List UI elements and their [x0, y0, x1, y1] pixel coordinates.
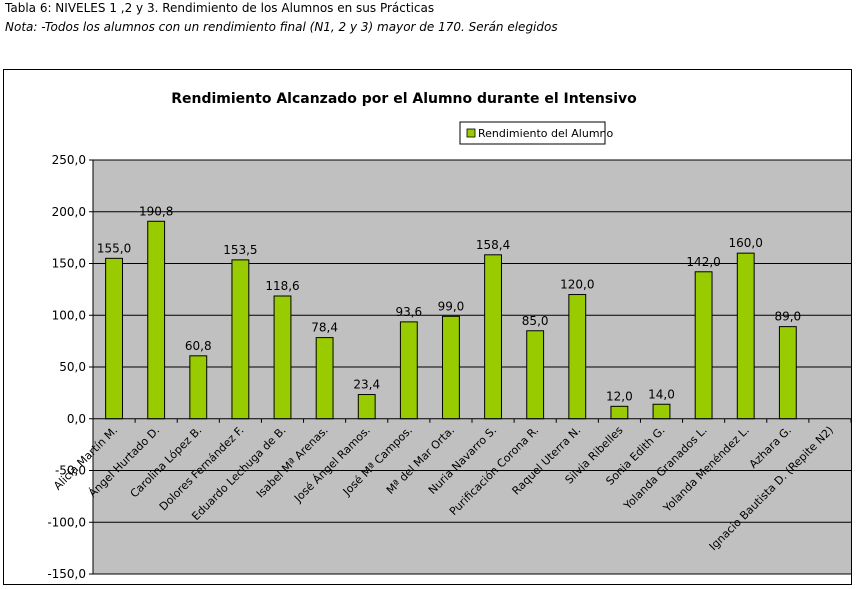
data-label: 158,4: [476, 238, 510, 252]
bars: 155,0 190,8 60,8 153,5 118,6 78,4 23,4 93,6 99,0…: [97, 204, 801, 420]
y-tick-label: -100,0: [47, 515, 86, 529]
data-label: 23,4: [353, 378, 380, 392]
bar: [357, 394, 376, 420]
data-label: 60,8: [185, 339, 212, 353]
data-label: 85,0: [522, 314, 549, 328]
bar: [484, 254, 502, 420]
document-title: Tabla 6: NIVELES 1 ,2 y 3. Rendimiento d…: [5, 1, 435, 15]
bar: [778, 326, 797, 420]
y-tick-label: 50,0: [59, 360, 86, 374]
y-tick-label: 0,0: [67, 412, 86, 426]
y-tick-label: 200,0: [52, 205, 86, 219]
data-label: 89,0: [774, 310, 801, 324]
bar: [231, 259, 250, 420]
data-label: 14,0: [648, 387, 675, 401]
bar: [189, 355, 208, 420]
legend-label: Rendimiento del Alumno: [478, 127, 614, 140]
data-label: 142,0: [686, 255, 720, 269]
bar: [526, 330, 545, 420]
data-label: 118,6: [265, 279, 299, 293]
bar: [694, 271, 713, 420]
data-label: 155,0: [97, 241, 131, 255]
chart-frame: Rendimiento Alcanzado por el Alumno dura…: [3, 69, 852, 585]
y-tick-label: 100,0: [52, 308, 86, 322]
data-label: 190,8: [139, 204, 173, 218]
data-label: 99,0: [438, 299, 465, 313]
bar: [273, 295, 292, 420]
y-tick-label: -50,0: [55, 464, 86, 478]
bar: [399, 321, 418, 420]
legend-swatch: [466, 128, 476, 138]
legend-box: [459, 121, 606, 145]
data-label: 12,0: [606, 389, 633, 403]
y-tick-label: -150,0: [47, 567, 86, 581]
y-axis: -150,0 -100,0 -50,0 0,0 50,0 100,0 150,0 200,0 2…: [47, 153, 94, 581]
data-label: 153,5: [223, 243, 257, 257]
bar: [442, 315, 460, 420]
gridlines: [93, 159, 851, 575]
y-tick-label: 250,0: [52, 153, 86, 167]
legend: Rendimiento del Alumno: [459, 121, 614, 145]
bar: [652, 403, 671, 420]
data-label: 120,0: [560, 278, 594, 292]
bar: [568, 294, 587, 420]
bar: [315, 337, 334, 420]
y-tick-label: 150,0: [52, 257, 86, 271]
chart-title: Rendimiento Alcanzado por el Alumno dura…: [171, 91, 637, 107]
bar-chart: Rendimiento Alcanzado por el Alumno dura…: [47, 91, 851, 581]
bar: [105, 257, 123, 420]
data-label: 93,6: [395, 305, 422, 319]
bar: [147, 220, 166, 420]
bar: [736, 252, 755, 420]
data-label: 78,4: [311, 321, 338, 335]
data-label: 160,0: [729, 236, 763, 250]
document-note: Nota: -Todos los alumnos con un rendimie…: [5, 20, 558, 34]
bar: [610, 405, 629, 420]
